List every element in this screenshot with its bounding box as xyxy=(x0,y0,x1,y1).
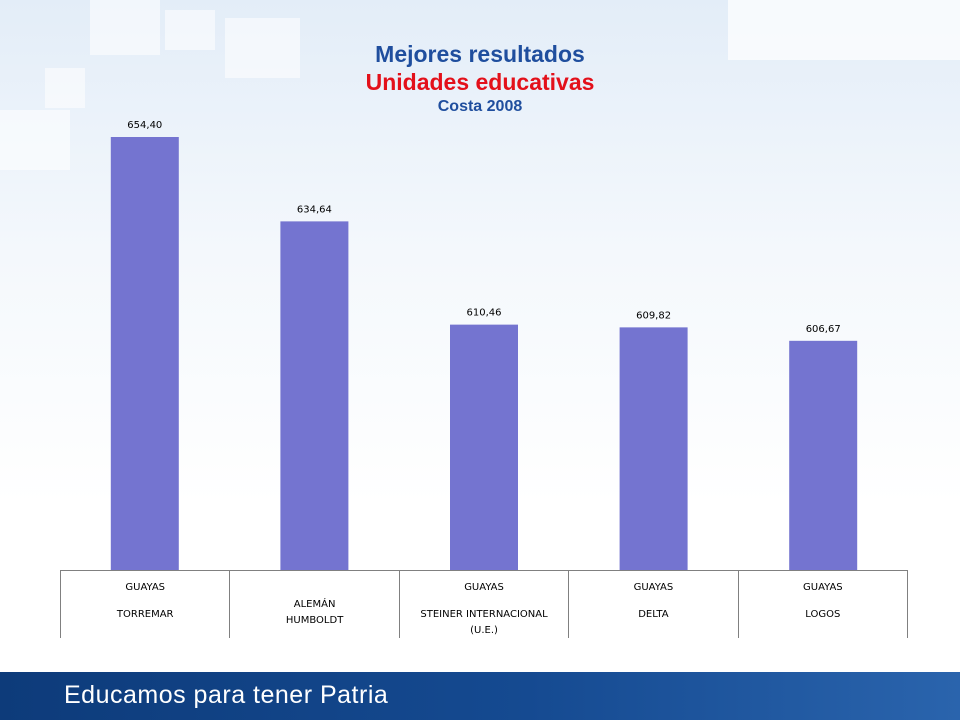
decor-square xyxy=(90,0,160,55)
bar-value-label: 634,64 xyxy=(297,204,332,215)
category-province: GUAYAS xyxy=(464,582,504,593)
chart-title: Mejores resultados xyxy=(375,41,585,67)
decor-square xyxy=(0,110,70,170)
category-school: LOGOS xyxy=(805,609,841,620)
bar-value-label: 609,82 xyxy=(636,310,671,321)
category-school: STEINER INTERNACIONAL (U.E.) xyxy=(420,609,548,636)
category-province: GUAYAS xyxy=(125,582,166,593)
category-cell: GUAYAS LOGOS xyxy=(737,570,909,638)
category-province: GUAYAS xyxy=(633,582,674,593)
decor-square xyxy=(225,18,300,78)
bar xyxy=(110,137,179,570)
category-cell: GUAYAS DELTA xyxy=(568,570,738,638)
footer-bar: Educamos para tener Patria xyxy=(0,672,960,720)
bar xyxy=(450,324,518,570)
category-school: DELTA xyxy=(638,609,669,620)
bar xyxy=(789,340,858,570)
category-school: TORREMAR xyxy=(116,609,174,620)
chart-subtitle: Unidades educativas xyxy=(365,69,595,95)
footer-slogan: Educamos para tener Patria xyxy=(64,681,389,709)
category-cell: ALEMÁN HUMBOLDT xyxy=(229,570,399,638)
bar-value-label: 610,46 xyxy=(467,308,502,319)
category-province: GUAYAS xyxy=(803,582,843,593)
bar-value-label: 654,40 xyxy=(127,120,162,131)
chart-subtitle-year: Costa 2008 xyxy=(437,98,523,115)
category-table: GUAYAS TORREMAR ALEMÁN HUMBOLDT GUAYAS STEINE… xyxy=(60,570,909,638)
bar xyxy=(280,221,349,570)
category-cell: GUAYAS STEINER INTERNACIONAL (U.E.) xyxy=(398,570,569,638)
bar-value-label: 606,67 xyxy=(806,324,841,335)
bar xyxy=(619,327,688,570)
category-school: ALEMÁN HUMBOLDT xyxy=(285,599,344,626)
chart-title-block: Mejores resultados Unidades educativas C… xyxy=(0,40,960,118)
decor-square xyxy=(45,68,85,108)
decor-square xyxy=(728,0,960,60)
category-cell: GUAYAS TORREMAR xyxy=(60,570,230,638)
decor-square xyxy=(165,10,215,50)
